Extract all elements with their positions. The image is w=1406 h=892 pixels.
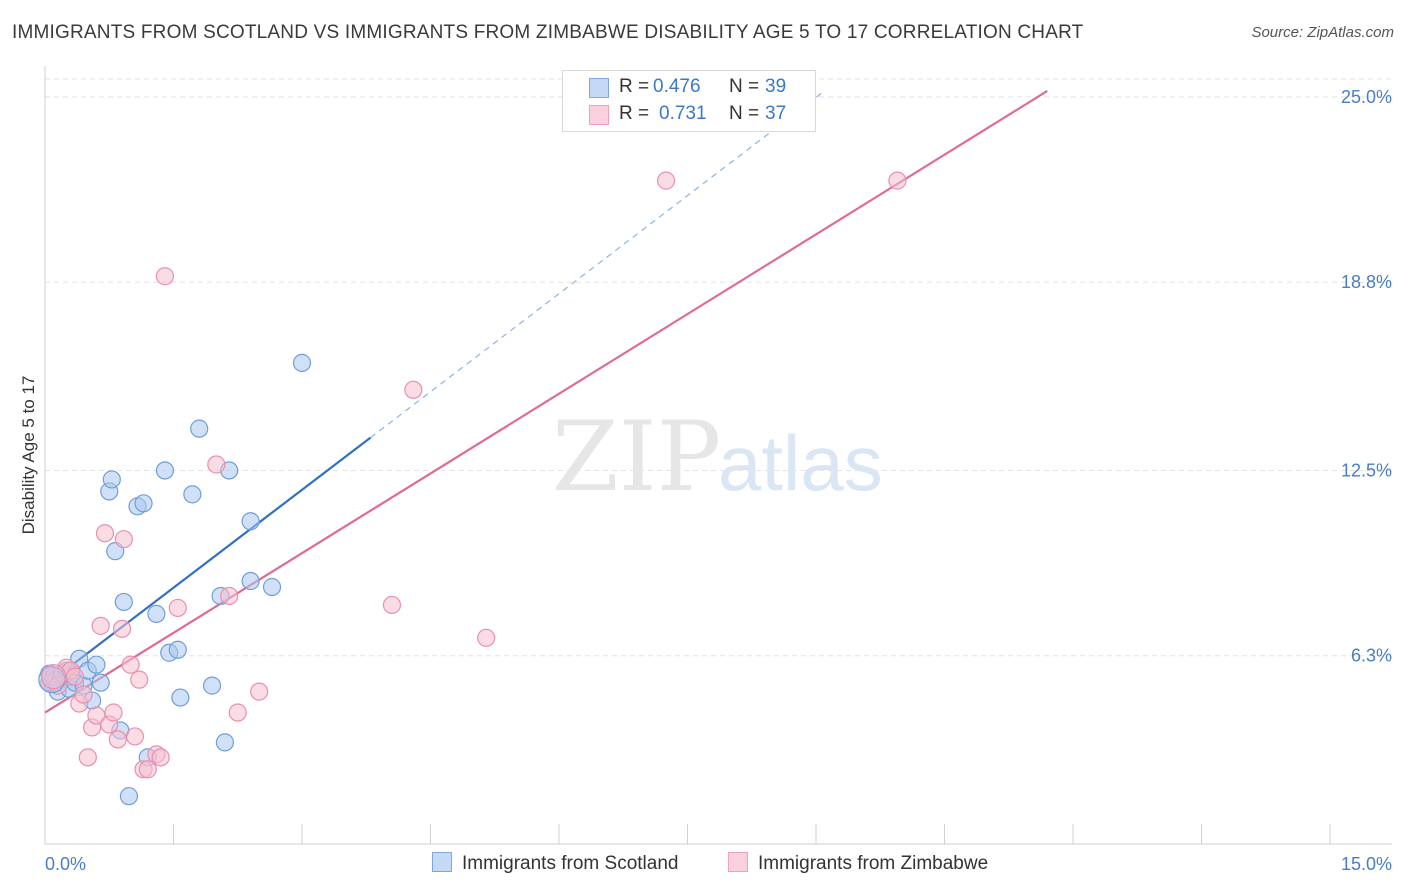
scotland-point [119,787,139,806]
y-tick-label: 18.8% [1341,272,1392,292]
chart-title: IMMIGRANTS FROM SCOTLAND VS IMMIGRANTS F… [12,22,1084,43]
zimbabwe-point [138,760,157,779]
scotland-point [202,676,222,695]
zimbabwe-point [121,655,140,674]
y-tick-label: 6.3% [1351,646,1392,666]
zimbabwe-point [74,685,93,704]
r-value: 0.476 [653,76,701,97]
scotland-point [147,604,166,624]
zimbabwe-point [40,664,67,690]
scotland-point [241,512,260,531]
correlation-legend: R = 0.476 N = 39 R = 0.731 N = 37 [562,70,816,132]
scotland-point [87,655,106,674]
scotland-point [102,470,121,489]
x-tick-label: 0.0% [45,854,86,874]
n-label: N = [729,76,760,97]
zimbabwe-point [87,706,106,725]
zimbabwe-point [125,727,145,746]
scotland-legend-icon [432,852,452,872]
zimbabwe-point [65,667,85,686]
zimbabwe-swatch-icon [589,105,609,125]
zimbabwe-point [228,703,247,722]
scotland-point [168,640,187,659]
tick-labels: 6.3% 12.5% 18.8% 25.0% 0.0% 15.0% [45,87,1392,874]
y-tick-label: 12.5% [1341,460,1392,480]
legend-item-scotland: Immigrants from Scotland [432,852,678,875]
zimbabwe-point [220,586,239,606]
zimbabwe-point [91,616,110,635]
legend-label-zimbabwe: Immigrants from Zimbabwe [758,853,989,874]
zimbabwe-point [477,628,496,647]
scotland-point [292,353,312,372]
scotland-point [262,577,282,597]
watermark: ZIP atlas [552,401,883,513]
zimbabwe-point [95,524,115,543]
zimbabwe-point [130,670,149,689]
scotland-trend-line [44,436,372,687]
n-value: 37 [765,103,787,124]
legend-label-scotland: Immigrants from Scotland [462,853,679,874]
data-points [38,171,907,806]
y-axis-label: Disability Age 5 to 17 [19,376,38,535]
n-value: 39 [765,76,787,97]
zimbabwe-point [78,748,97,767]
scotland-point [190,419,209,438]
source-label: Source: ZipAtlas.com [1251,24,1394,41]
zimbabwe-point [114,530,133,549]
zimbabwe-point [888,171,907,190]
scotland-point [183,485,202,504]
zimbabwe-point [108,730,127,749]
r-value: 0.731 [659,103,707,124]
scotland-point [114,592,133,612]
zimbabwe-point [250,682,269,701]
scotland-point [91,673,110,692]
zimbabwe-point [382,595,402,615]
axes [44,66,1392,845]
n-label: N = [729,103,760,124]
x-tick-label: 15.0% [1341,854,1392,874]
zimbabwe-point [404,380,423,399]
scotland-trend-extension [370,90,825,439]
watermark-atlas: atlas [718,419,883,507]
zimbabwe-point [155,267,175,286]
scotland-point [215,733,234,752]
scotland-point [241,571,260,591]
zimbabwe-trend-line [44,90,1048,714]
scotland-swatch-icon [589,78,609,98]
watermark-zip: ZIP [552,401,721,513]
zimbabwe-point [207,455,226,474]
y-tick-label: 25.0% [1341,87,1392,107]
scotland-point [171,688,190,707]
zimbabwe-point [104,703,123,722]
gridlines [45,78,1392,657]
r-label: R = [619,103,650,124]
scotland-point [134,494,153,513]
r-label: R = [619,76,650,97]
legend-item-zimbabwe: Immigrants from Zimbabwe [728,852,988,875]
zimbabwe-point [656,171,676,190]
trend-lines [44,90,1048,714]
zimbabwe-point [168,598,187,618]
zimbabwe-point [112,619,132,638]
scotland-point [155,461,175,480]
zimbabwe-legend-icon [728,852,748,872]
zimbabwe-point [151,748,170,767]
